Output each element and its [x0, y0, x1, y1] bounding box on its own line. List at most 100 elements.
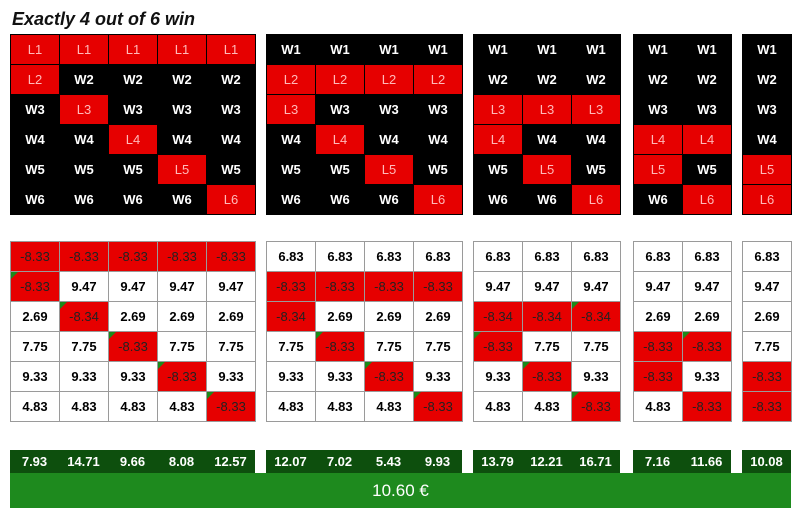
outcome-cell: L6 — [206, 184, 256, 215]
value-cell: 6.83 — [266, 241, 316, 272]
value-cell: -8.34 — [571, 301, 621, 332]
value-cell: -8.33 — [364, 361, 414, 392]
outcome-cell: W4 — [364, 124, 414, 155]
value-cell: -8.33 — [315, 331, 365, 362]
outcome-cell: W2 — [206, 64, 256, 95]
value-cell: 2.69 — [108, 301, 158, 332]
value-cell: 6.83 — [315, 241, 365, 272]
value-cell: 7.75 — [10, 331, 60, 362]
outcome-cell: L3 — [59, 94, 109, 125]
outcome-cell: W1 — [522, 34, 572, 65]
outcome-cell: L6 — [682, 184, 732, 215]
outcome-cell: W1 — [266, 34, 316, 65]
outcome-cell: W5 — [571, 154, 621, 185]
outcome-cell: W3 — [10, 94, 60, 125]
total-value: 12.07 — [274, 454, 307, 469]
outcome-cell: W4 — [206, 124, 256, 155]
outcome-cell: W5 — [473, 154, 523, 185]
value-cell: 9.33 — [682, 361, 732, 392]
value-cell: 9.47 — [571, 271, 621, 302]
value-cell: 4.83 — [10, 391, 60, 422]
value-cell: 9.33 — [206, 361, 256, 392]
outcome-cell: W2 — [473, 64, 523, 95]
outcome-cell: W4 — [266, 124, 316, 155]
value-matrix: 6.83 6.83 6.83 6.83 -8.33 -8.33 -8.33 -8.33 -8.3… — [266, 241, 463, 422]
total-value: 12.57 — [214, 454, 247, 469]
outcome-cell: L4 — [315, 124, 365, 155]
outcome-cell: W3 — [633, 94, 683, 125]
outcome-cell: W4 — [522, 124, 572, 155]
outcome-matrix: W1 W1 W1 W1 L2 L2 L2 L2 L3 W3 W3 W3 W4 L4 W4 W4 W5 W5 L5 W5… — [266, 34, 463, 215]
outcome-cell: W6 — [266, 184, 316, 215]
value-cell: 9.47 — [59, 271, 109, 302]
value-cell: -8.33 — [364, 271, 414, 302]
value-matrix: 6.83 9.47 2.69 7.75 -8.33 -8.33 — [742, 241, 792, 422]
outcome-cell: L5 — [522, 154, 572, 185]
group-totals: 10.08 — [742, 450, 791, 473]
outcome-cell: W3 — [413, 94, 463, 125]
value-cell: -8.33 — [315, 271, 365, 302]
outcome-cell: W3 — [682, 94, 732, 125]
value-cell: 9.47 — [108, 271, 158, 302]
value-cell: -8.33 — [742, 391, 792, 422]
value-cell: 6.83 — [742, 241, 792, 272]
value-cell: 4.83 — [157, 391, 207, 422]
outcome-cell: W6 — [315, 184, 365, 215]
outcome-matrix: W1 W1 W2 W2 W3 W3 L4 L4 L5 W5 W6 L6 — [633, 34, 732, 215]
page-title: Exactly 4 out of 6 win — [12, 9, 196, 29]
total-value: 9.93 — [424, 454, 451, 469]
total-value: 9.66 — [119, 454, 146, 469]
value-cell: -8.33 — [59, 241, 109, 272]
outcome-cell: L6 — [571, 184, 621, 215]
value-cell: 4.83 — [364, 391, 414, 422]
value-cell: 6.83 — [682, 241, 732, 272]
outcome-cell: L3 — [571, 94, 621, 125]
value-cell: 9.47 — [742, 271, 792, 302]
outcome-cell: L2 — [266, 64, 316, 95]
outcome-cell: W4 — [10, 124, 60, 155]
outcome-cell: W6 — [473, 184, 523, 215]
value-cell: 7.75 — [59, 331, 109, 362]
outcome-cell: L5 — [157, 154, 207, 185]
outcome-cell: W2 — [742, 64, 792, 95]
outcome-cell: W1 — [413, 34, 463, 65]
value-cell: 6.83 — [364, 241, 414, 272]
value-cell: 9.33 — [315, 361, 365, 392]
total-value: 12.21 — [530, 454, 563, 469]
group-totals: 7.93 14.71 9.66 8.08 12.57 — [10, 450, 255, 473]
value-cell: 6.83 — [413, 241, 463, 272]
value-cell: 2.69 — [413, 301, 463, 332]
value-matrix: 6.83 6.83 9.47 9.47 2.69 2.69 -8.33 -8.33 -8.33 9… — [633, 241, 732, 422]
outcome-cell: W1 — [315, 34, 365, 65]
value-cell: 4.83 — [522, 391, 572, 422]
value-cell: 7.75 — [266, 331, 316, 362]
outcome-cell: W6 — [522, 184, 572, 215]
outcome-cell: L1 — [108, 34, 158, 65]
value-cell: 6.83 — [633, 241, 683, 272]
value-cell: 7.75 — [571, 331, 621, 362]
outcome-cell: W3 — [206, 94, 256, 125]
outcome-cell: W5 — [266, 154, 316, 185]
value-cell: 2.69 — [157, 301, 207, 332]
outcome-cell: L2 — [364, 64, 414, 95]
outcome-cell: L4 — [473, 124, 523, 155]
outcome-cell: W4 — [59, 124, 109, 155]
value-cell: 9.33 — [413, 361, 463, 392]
total-value: 14.71 — [67, 454, 100, 469]
value-cell: -8.33 — [571, 391, 621, 422]
value-cell: 9.33 — [266, 361, 316, 392]
outcome-cell: W1 — [364, 34, 414, 65]
value-cell: 9.33 — [108, 361, 158, 392]
value-cell: 2.69 — [206, 301, 256, 332]
outcome-cell: L1 — [59, 34, 109, 65]
outcome-cell: W5 — [59, 154, 109, 185]
outcome-cell: W6 — [633, 184, 683, 215]
value-cell: -8.33 — [633, 331, 683, 362]
total-value: 11.66 — [690, 454, 723, 469]
value-cell: -8.33 — [682, 331, 732, 362]
outcome-cell: L3 — [522, 94, 572, 125]
total-value: 7.16 — [644, 454, 671, 469]
outcome-cell: W6 — [364, 184, 414, 215]
total-value: 5.43 — [375, 454, 402, 469]
outcome-cell: W1 — [473, 34, 523, 65]
